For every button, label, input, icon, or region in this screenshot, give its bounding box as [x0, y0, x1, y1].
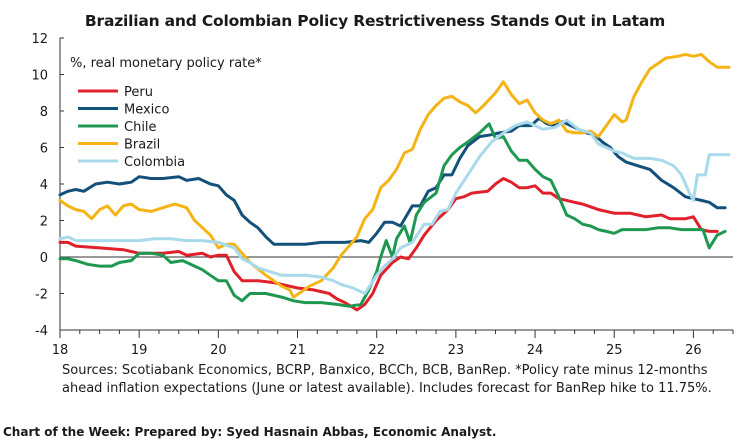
- x-tick-label: 22: [368, 343, 385, 358]
- footer-credit: Chart of the Week: Prepared by: Syed Has…: [3, 425, 497, 439]
- x-tick-label: 26: [685, 343, 702, 358]
- y-tick-label: -2: [35, 288, 48, 303]
- chart-legend: Peru Mexico Chile Brazil Colombia: [78, 85, 185, 170]
- legend-label-chile: Chile: [124, 120, 157, 135]
- y-axis-label: %, real monetary policy rate*: [70, 56, 262, 71]
- y-tick-label: 12: [31, 32, 48, 47]
- series-line-peru: [58, 177, 719, 312]
- x-tick-label: 24: [527, 343, 544, 358]
- x-tick-label: 20: [210, 343, 227, 358]
- y-tick-label: 10: [31, 69, 48, 84]
- y-tick-label: 0: [40, 251, 48, 266]
- y-tick-label: -4: [35, 324, 48, 339]
- x-tick-label: 21: [289, 343, 306, 358]
- legend-label-brazil: Brazil: [124, 138, 160, 153]
- legend-label-colombia: Colombia: [124, 155, 185, 170]
- y-tick-label: 8: [40, 105, 48, 120]
- legend-label-peru: Peru: [124, 85, 153, 100]
- series-lines: [58, 52, 731, 312]
- x-tick-label: 23: [448, 343, 465, 358]
- x-tick-label: 18: [52, 343, 69, 358]
- series-line-brazil: [58, 52, 731, 299]
- legend-label-mexico: Mexico: [124, 103, 169, 118]
- chart-title: Brazilian and Colombian Policy Restricti…: [84, 12, 666, 30]
- x-tick-label: 25: [606, 343, 623, 358]
- x-tick-label: 19: [131, 343, 148, 358]
- sources-note: Sources: Scotiabank Economics, BCRP, Ban…: [62, 363, 712, 396]
- y-tick-label: 4: [40, 178, 48, 193]
- series-line-colombia: [58, 118, 731, 295]
- y-tick-label: 6: [40, 142, 48, 157]
- y-tick-label: 2: [40, 215, 48, 230]
